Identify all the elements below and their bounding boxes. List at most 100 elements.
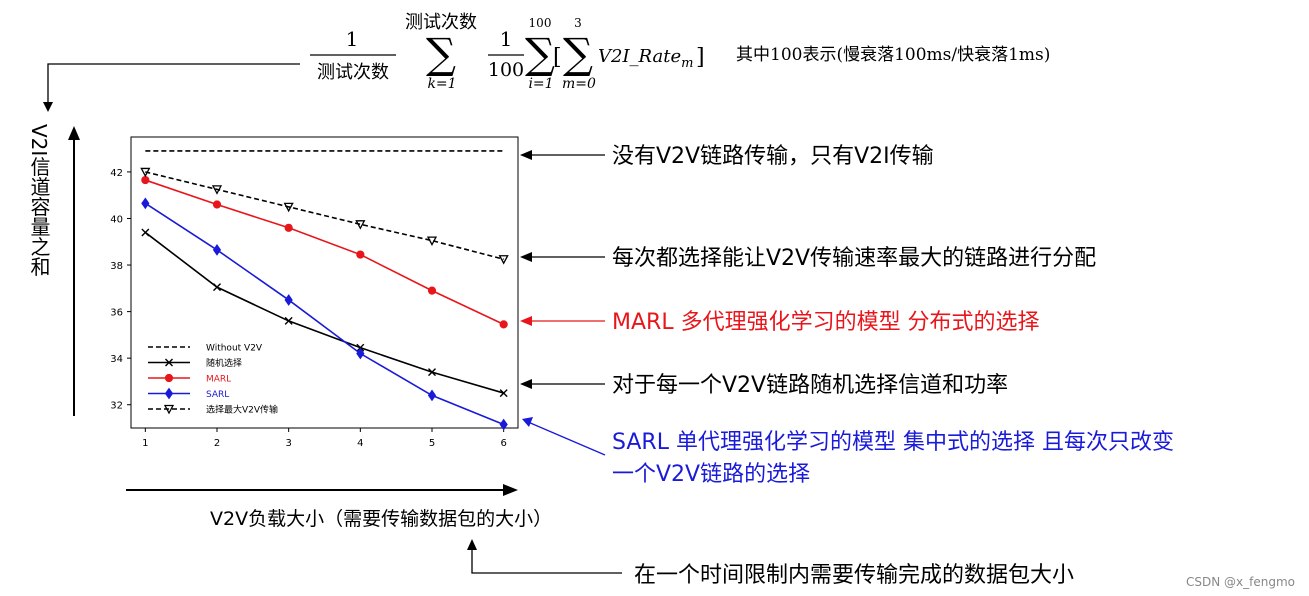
data-point (283, 202, 294, 213)
annotation-marl: MARL 多代理强化学习的模型 分布式的选择 (520, 310, 1040, 335)
y-tick-label: 32 (110, 401, 123, 412)
sum3-sigma: ∑ (563, 29, 593, 78)
sum3-top: 3 (574, 16, 582, 30)
formula: 1 测试次数 测试次数 ∑ k=1 1 100 100 ∑ i=1 [ 3 ∑ … (310, 12, 1050, 92)
y-tick-label: 38 (110, 261, 123, 272)
legend-label: 随机选择 (206, 357, 242, 369)
annotation-x-meaning: 在一个时间限制内需要传输完成的数据包大小 (467, 539, 1074, 588)
legend-item: Without V2V (148, 344, 263, 354)
data-point (499, 320, 508, 329)
data-point (356, 347, 365, 360)
legend-item: SARL (148, 387, 229, 400)
data-point (164, 387, 174, 400)
data-point (355, 220, 366, 230)
legend-item: 随机选择 (148, 357, 242, 369)
formula-term: V2I_Ratem (598, 46, 693, 71)
data-point (212, 244, 222, 256)
bracket-close: ] (696, 45, 705, 70)
annotation-max-v2v-text: 每次都选择能让V2V传输速率最大的链路进行分配 (612, 246, 1096, 271)
frac2-numerator: 1 (500, 27, 513, 51)
frac1-denominator: 测试次数 (317, 62, 389, 83)
annotation-marl-text: MARL 多代理强化学习的模型 分布式的选择 (612, 310, 1040, 335)
y-axis-caption: V2I信道容量之和 (27, 124, 51, 276)
data-point (284, 294, 293, 306)
x-tick-label: 5 (429, 438, 435, 449)
data-point (284, 316, 293, 325)
bracket-open: [ (553, 45, 562, 70)
series-2 (141, 175, 508, 329)
annotation-x-meaning-text: 在一个时间限制内需要传输完成的数据包大小 (634, 563, 1074, 588)
formula-connector (43, 63, 300, 112)
series-4 (140, 167, 509, 265)
term-sub: m (681, 56, 693, 71)
data-point (213, 283, 221, 292)
annotation-random: 对于每一个V2V链路随机选择信道和功率 (520, 373, 1008, 398)
data-point (498, 255, 509, 265)
x-tick-label: 2 (214, 438, 220, 449)
sum1-sigma: ∑ (426, 29, 456, 78)
series-3 (141, 197, 508, 431)
legend-label: Without V2V (206, 344, 263, 354)
sum2-top: 100 (529, 16, 552, 30)
data-point (427, 389, 437, 402)
data-point (140, 167, 151, 178)
data-point (141, 175, 150, 185)
y-direction-arrow (68, 126, 80, 416)
formula-note: 其中100表示(慢衰落100ms/快衰落1ms) (736, 44, 1050, 65)
legend: Without V2V 随机选择 MARL SARL 选择最大V2V传输 (148, 344, 278, 416)
data-point (212, 200, 222, 209)
series-layer (140, 150, 509, 431)
sum2-sigma: ∑ (525, 29, 555, 78)
data-point (499, 418, 508, 431)
legend-item: MARL (148, 373, 231, 385)
data-point (499, 389, 508, 398)
x-ticks: 1 2 3 4 5 6 (142, 428, 507, 449)
data-point (426, 236, 438, 246)
series-line (144, 231, 504, 394)
data-point (141, 197, 150, 210)
data-point (427, 286, 437, 295)
data-point (163, 404, 175, 415)
data-point (284, 223, 293, 232)
y-tick-label: 40 (110, 214, 123, 225)
x-tick-label: 1 (142, 438, 148, 449)
term-main: V2I_Rate (598, 46, 681, 67)
y-tick-label: 42 (110, 168, 123, 179)
annotation-sarl-line1: SARL 单代理强化学习的模型 集中式的选择 且每次只改变 (612, 430, 1174, 455)
sum2-bottom: i=1 (528, 76, 553, 92)
legend-label: 选择最大V2V传输 (206, 404, 278, 416)
x-axis-caption: V2V负载大小（需要传输数据包的大小） (210, 508, 552, 530)
data-point (211, 185, 223, 195)
data-point (164, 373, 174, 383)
sum1-bottom: k=1 (427, 76, 456, 92)
x-direction-arrow (126, 484, 518, 496)
series-1 (141, 228, 508, 398)
data-point (428, 368, 436, 377)
x-tick-label: 6 (500, 438, 506, 449)
series-line (145, 179, 505, 326)
data-point (141, 228, 150, 237)
watermark: CSDN @x_fengmo (1186, 575, 1295, 589)
frac2-denominator: 100 (488, 59, 524, 81)
y-ticks: 32 34 36 38 40 42 (110, 168, 131, 412)
frac1-numerator: 1 (346, 27, 359, 51)
data-point (165, 358, 173, 367)
data-point (356, 250, 365, 259)
y-tick-label: 34 (110, 354, 123, 365)
series-line (144, 202, 504, 426)
annotation-without-v2v: 没有V2V链路传输，只有V2I传输 (520, 144, 934, 169)
annotation-sarl: SARL 单代理强化学习的模型 集中式的选择 且每次只改变 一个V2V链路的选择 (522, 417, 1174, 487)
sum1-top: 测试次数 (405, 12, 477, 33)
x-tick-label: 3 (285, 438, 291, 449)
plot-frame (130, 136, 519, 429)
legend-label: MARL (206, 375, 231, 385)
annotation-max-v2v: 每次都选择能让V2V传输速率最大的链路进行分配 (520, 246, 1096, 271)
annotation-random-text: 对于每一个V2V链路随机选择信道和功率 (612, 373, 1008, 398)
annotation-without-v2v-text: 没有V2V链路传输，只有V2I传输 (612, 144, 934, 169)
series-line (145, 171, 504, 260)
y-tick-label: 36 (110, 308, 123, 319)
sum3-bottom: m=0 (562, 76, 596, 92)
legend-label: SARL (206, 390, 229, 400)
